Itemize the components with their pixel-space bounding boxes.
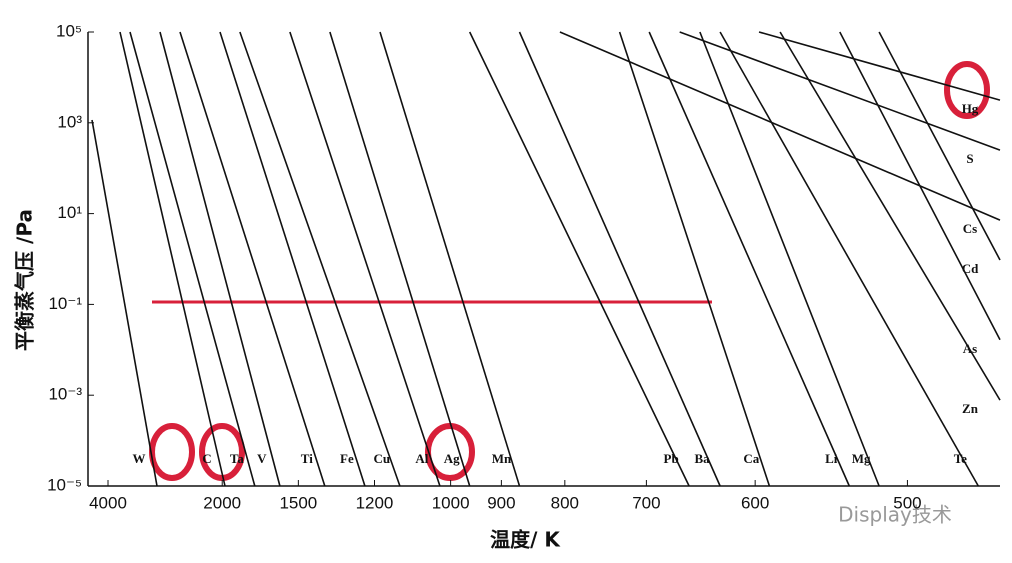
element-line — [679, 31, 1001, 151]
element-label: Mn — [492, 451, 512, 466]
watermark: Display技术 — [838, 503, 952, 527]
x-tick-label: 900 — [487, 493, 515, 512]
element-line — [329, 31, 471, 487]
circle-hg — [944, 61, 990, 119]
element-label: Cd — [962, 261, 979, 276]
element-label: W — [132, 451, 145, 466]
element-label: Hg — [962, 101, 979, 116]
x-axis-label: 温度/ K — [490, 528, 561, 552]
element-line — [699, 31, 880, 487]
x-tick-label: 700 — [632, 493, 660, 512]
y-tick-label: 10⁻⁵ — [47, 475, 82, 494]
circle-w — [149, 423, 195, 481]
element-line — [518, 31, 721, 487]
element-line — [129, 31, 256, 487]
element-label: Al — [415, 451, 428, 466]
element-label: Mg — [852, 451, 871, 466]
element-line — [758, 31, 1001, 101]
y-tick-label: 10⁻³ — [48, 385, 82, 404]
element-label: Cs — [963, 221, 977, 236]
element-line — [719, 31, 979, 487]
element-label: Ca — [743, 451, 759, 466]
element-label: Cu — [374, 451, 391, 466]
element-line — [559, 31, 1001, 221]
x-tick-label: 600 — [741, 493, 769, 512]
y-tick-label: 10⁻¹ — [48, 294, 82, 313]
element-label: Ba — [694, 451, 710, 466]
element-label: Zn — [962, 401, 979, 416]
x-tick-label: 2000 — [203, 493, 241, 512]
element-line — [289, 31, 441, 487]
x-tick-label: 1200 — [356, 493, 394, 512]
element-label: Ag — [444, 451, 460, 466]
x-tick-label: 500 — [893, 493, 921, 512]
element-line — [179, 31, 326, 487]
element-line — [379, 31, 521, 487]
element-line — [219, 31, 366, 487]
y-tick-label: 10⁵ — [56, 21, 82, 40]
element-label: C — [202, 451, 211, 466]
element-line — [468, 31, 690, 487]
highlight-circles — [149, 61, 990, 481]
element-line — [648, 31, 851, 487]
element-label: Ta — [230, 451, 244, 466]
y-axis-label: 平衡蒸气压 /Pa — [13, 209, 37, 351]
y-tick-label: 10¹ — [57, 203, 82, 222]
element-line — [91, 119, 158, 487]
element-line — [239, 31, 401, 487]
element-line — [779, 31, 1001, 401]
x-tick-label: 800 — [551, 493, 579, 512]
y-tick-label: 10³ — [57, 112, 82, 131]
element-label: Te — [954, 451, 967, 466]
x-tick-label: 1000 — [432, 493, 470, 512]
element-line — [878, 31, 1001, 261]
element-line — [159, 31, 281, 487]
x-tick-label: 4000 — [89, 493, 127, 512]
element-label: Li — [825, 451, 838, 466]
element-label: Ti — [301, 451, 313, 466]
element-label: Pb — [664, 451, 679, 466]
circle-c — [199, 423, 245, 481]
element-label: V — [257, 451, 267, 466]
element-label: S — [966, 151, 973, 166]
element-line — [119, 31, 226, 487]
element-label: As — [963, 341, 977, 356]
element-label: Fe — [340, 451, 354, 466]
x-tick-label: 1500 — [279, 493, 317, 512]
element-line — [618, 31, 771, 487]
